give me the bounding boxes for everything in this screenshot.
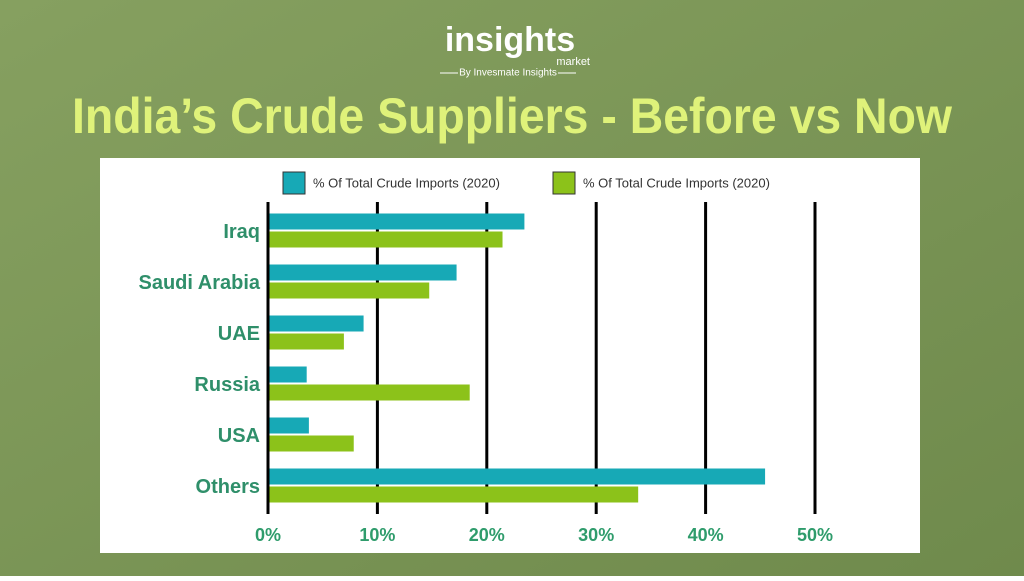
category-label: Iraq	[223, 221, 260, 243]
brand-sub: market	[556, 56, 590, 68]
bar	[269, 468, 766, 485]
bar	[269, 384, 470, 401]
x-tick-label: 20%	[469, 525, 505, 545]
bar	[269, 333, 344, 350]
category-label: USA	[218, 425, 260, 447]
legend-swatch	[552, 171, 576, 195]
x-tick-label: 50%	[797, 525, 833, 545]
bar	[269, 417, 309, 434]
bar	[269, 315, 364, 332]
bar	[269, 282, 430, 299]
legend-swatch	[282, 171, 306, 195]
x-tick-label: 30%	[578, 525, 614, 545]
legend-label: % Of Total Crude Imports (2020)	[583, 175, 770, 190]
category-label: Saudi Arabia	[138, 272, 260, 294]
bar	[269, 213, 525, 230]
chart-title: India’s Crude Suppliers - Before vs Now	[72, 88, 952, 144]
bar	[269, 435, 354, 452]
brand: insights	[445, 21, 575, 59]
x-tick-label: 40%	[688, 525, 724, 545]
bar	[269, 264, 457, 281]
byline: By Invesmate Insights	[459, 68, 557, 79]
x-tick-label: 0%	[255, 525, 281, 545]
category-label: Russia	[194, 374, 260, 396]
bar	[269, 486, 639, 503]
category-label: Others	[196, 476, 260, 498]
bar	[269, 366, 307, 383]
bar	[269, 231, 503, 248]
x-tick-label: 10%	[359, 525, 395, 545]
legend-label: % Of Total Crude Imports (2020)	[313, 175, 500, 190]
category-label: UAE	[218, 323, 260, 345]
